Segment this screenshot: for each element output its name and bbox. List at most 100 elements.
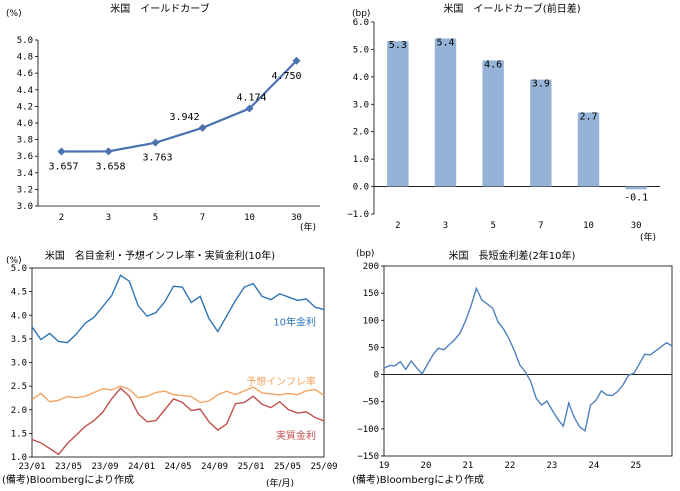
yield-curve-marker — [151, 138, 160, 147]
spread-xtick-label: 24 — [588, 461, 599, 471]
yield-change-data-label: 3.9 — [532, 79, 550, 90]
rates-breakdown-ytick-label: 1.0 — [11, 453, 27, 463]
spread-ylabel: (bp) — [356, 249, 374, 259]
yield-change-ytick-label: 6.0 — [353, 18, 369, 28]
rates-breakdown-ytick-label: 5.0 — [11, 264, 27, 274]
yield-change-bar — [387, 41, 409, 187]
yield-change-ytick-label: 3.0 — [353, 100, 369, 110]
spread-xtick-label: 22 — [504, 461, 515, 471]
rates-breakdown-series-1 — [31, 385, 325, 404]
yield-change-xtick-label: 30 — [631, 221, 642, 231]
spread-ytick-label: 200 — [363, 262, 379, 272]
yield-curve-xtick-label: 30 — [291, 213, 302, 223]
yield-curve-ytick-label: 4.2 — [17, 102, 33, 112]
yield-change-xtick-label: 7 — [538, 221, 543, 231]
rates-breakdown-ytick-label: 3.5 — [11, 335, 27, 345]
yield-curve-ytick-label: 4.8 — [17, 53, 33, 63]
yield-change-data-label: 2.7 — [579, 112, 597, 123]
yield-curve-data-label: 3.942 — [169, 112, 199, 123]
rates-breakdown-xtick-label: 25/05 — [274, 462, 301, 472]
yield-curve-xtick-label: 2 — [59, 213, 64, 223]
rates-breakdown-xlabel: (年/月) — [266, 477, 294, 489]
yield-change-ytick-label: 2.0 — [353, 128, 369, 138]
rates-breakdown-ytick-label: 2.0 — [11, 406, 27, 416]
yield-change-bar — [625, 186, 647, 190]
rates-breakdown-plot-frame — [31, 267, 325, 458]
yield-change-ytick-label: −1.0 — [347, 210, 369, 220]
yield-curve-ytick-label: 3.0 — [17, 202, 33, 212]
yield-change-ytick-label: 4.0 — [353, 73, 369, 83]
yield-curve-marker — [245, 104, 254, 113]
yield-change-xtick-label: 10 — [583, 221, 594, 231]
rates-breakdown-xtick-label: 24/05 — [164, 462, 191, 472]
yield-change-title: 米国 イールドカーブ(前日差) — [443, 2, 580, 15]
yield-curve-xtick-label: 3 — [106, 213, 111, 223]
yield-curve-data-label: 3.658 — [95, 161, 125, 172]
rates-breakdown-xtick-label: 25/01 — [237, 462, 264, 472]
spread-ytick-label: 0 — [374, 371, 379, 381]
spread-ytick-label: −100 — [357, 425, 379, 435]
rates-breakdown-xtick-label: 24/01 — [128, 462, 155, 472]
yield-change-data-label: 5.3 — [389, 40, 407, 51]
spread-xtick-label: 21 — [463, 461, 474, 471]
rates-breakdown-legend-label: 実質金利 — [276, 429, 316, 442]
source-note-right: (備考)Bloombergにより作成 — [352, 475, 485, 486]
yield-curve-marker — [57, 147, 66, 156]
spread-series-0 — [383, 286, 673, 433]
yield-change-xtick-label: 3 — [443, 221, 448, 231]
yield-curve-ylabel: (%) — [6, 9, 22, 19]
spread-xtick-label: 20 — [421, 461, 432, 471]
yield-curve-marker — [292, 56, 301, 65]
yield-curve-data-label: 3.657 — [48, 161, 78, 172]
spread-ytick-label: −150 — [357, 452, 379, 462]
yield-curve-ytick-label: 4.4 — [17, 86, 33, 96]
yield-curve-ytick-label: 4.6 — [17, 69, 33, 79]
rates-breakdown-ytick-label: 2.5 — [11, 382, 27, 392]
yield-change-xtick-label: 5 — [490, 221, 495, 231]
rates-breakdown-title: 米国 名目金利・予想インフレ率・実質金利(10年) — [45, 249, 275, 262]
yield-change-xlabel: (年) — [640, 231, 656, 243]
yield-change-data-label: 4.6 — [484, 59, 502, 70]
yield-curve-marker — [104, 147, 113, 156]
rates-breakdown-ylabel: (%) — [6, 256, 22, 266]
yield-change-bar — [577, 112, 600, 187]
yield-curve-ytick-label: 3.6 — [17, 152, 33, 162]
yield-change-data-label: -0.1 — [624, 193, 648, 204]
yield-curve-ytick-label: 4.0 — [17, 119, 33, 129]
yield-curve-series-line — [61, 59, 298, 153]
yield-curve-ytick-label: 3.2 — [17, 185, 33, 195]
rates-breakdown-xtick-label: 23/05 — [55, 462, 82, 472]
rates-breakdown-xtick-label: 24/09 — [201, 462, 228, 472]
yield-change-ytick-label: 5.0 — [353, 45, 369, 55]
yield-curve-xtick-label: 5 — [153, 213, 158, 223]
yield-change-xtick-label: 2 — [395, 221, 400, 231]
spread-ytick-label: 100 — [363, 316, 379, 326]
spread-xtick-label: 19 — [379, 461, 390, 471]
rates-breakdown-xtick-label: 23/01 — [18, 462, 45, 472]
yield-curve-marker — [198, 123, 207, 132]
yield-curve-xtick-label: 7 — [200, 213, 205, 223]
spread-xtick-label: 23 — [546, 461, 557, 471]
yield-curve-xtick-label: 10 — [244, 213, 255, 223]
rates-breakdown-series-2 — [31, 387, 325, 456]
spread-ytick-label: 150 — [363, 289, 379, 299]
yield-change-ylabel: (bp) — [352, 9, 370, 19]
yield-curve-ytick-label: 5.0 — [17, 36, 33, 46]
spread-ytick-label: −50 — [363, 398, 379, 408]
rates-breakdown-ytick-label: 4.5 — [11, 288, 27, 298]
rates-breakdown-xtick-label: 25/09 — [310, 462, 337, 472]
rates-breakdown-legend-label: 10年金利 — [273, 316, 316, 329]
yield-change-bar — [530, 79, 552, 187]
rates-breakdown-legend-label: 予想インフレ率 — [246, 375, 316, 388]
yield-curve-data-label: 3.763 — [142, 153, 172, 164]
yield-change-bar — [434, 38, 457, 187]
yield-curve-xlabel: (年) — [300, 221, 316, 233]
spread-plot-frame — [383, 265, 673, 457]
rates-breakdown-ytick-label: 1.5 — [11, 429, 27, 439]
rates-breakdown-series-0 — [31, 274, 325, 344]
rates-breakdown-xtick-label: 23/09 — [91, 462, 118, 472]
yield-curve-data-label: 4.174 — [236, 93, 266, 104]
rates-breakdown-ytick-label: 3.0 — [11, 359, 27, 369]
yield-curve-ytick-label: 3.4 — [17, 169, 33, 179]
spread-ytick-label: 50 — [368, 343, 379, 353]
